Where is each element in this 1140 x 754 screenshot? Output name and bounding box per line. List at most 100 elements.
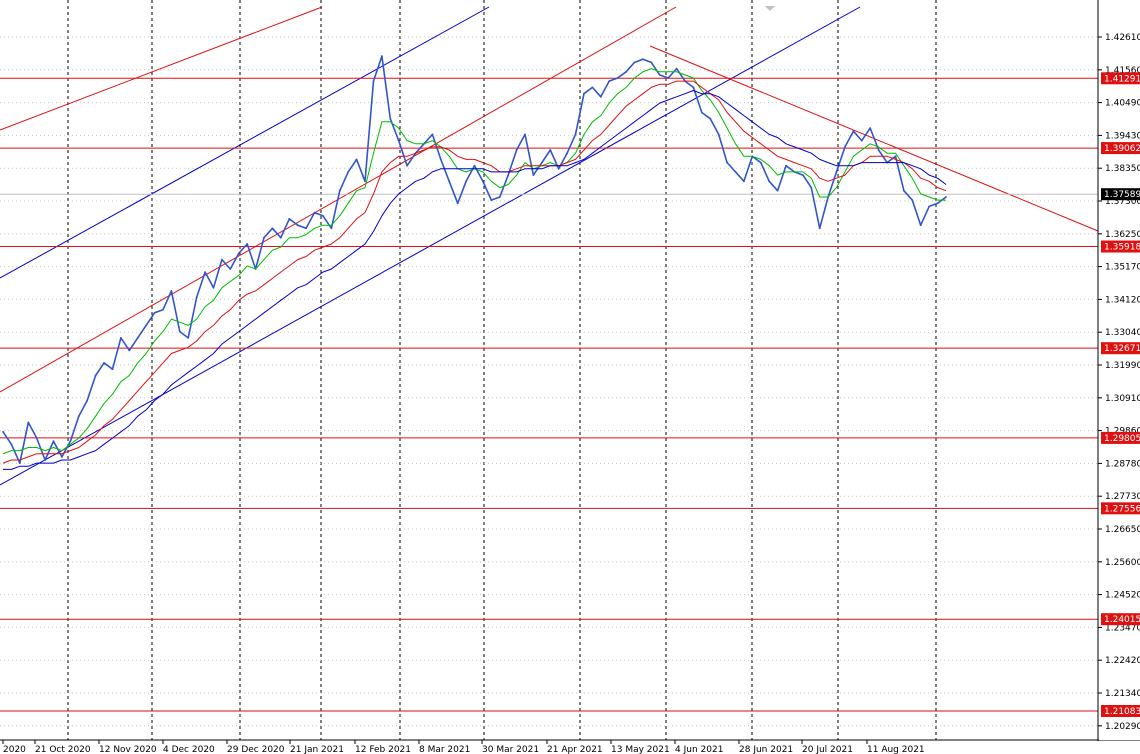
upper-red-channel-line	[0, 6, 323, 131]
date-tick-label: 29 Dec 2020	[227, 745, 285, 754]
date-tick-label: 13 May 2021	[611, 745, 670, 754]
price-tick-label: 1.22420	[1105, 656, 1140, 666]
price-point	[768, 180, 771, 183]
lower-blue-channel-line	[0, 6, 861, 486]
price-point	[498, 196, 501, 198]
price-point	[650, 61, 653, 64]
price-point	[178, 330, 181, 333]
price-point	[229, 268, 232, 270]
price-tick-label: 1.29860	[1105, 427, 1140, 437]
price-point	[566, 152, 568, 155]
price-tick-label: 1.37300	[1105, 197, 1140, 207]
price-point	[355, 158, 358, 161]
price-tick-label: 1.27730	[1105, 492, 1140, 502]
date-tick-label: 12 Feb 2021	[355, 745, 411, 754]
date-tick-label: 21 Apr 2021	[547, 745, 603, 754]
price-point	[541, 161, 543, 164]
level-price-tags: 1.41291 1.39062 1.35918 1.32671 1.29805 1.275…	[1101, 72, 1140, 718]
date-tick-label: 28 Jun 2021	[739, 745, 793, 754]
price-point	[658, 74, 661, 76]
price-point	[532, 174, 535, 177]
date-tick-label: 4 Dec 2020	[163, 745, 215, 754]
level-price-tag-box	[1101, 705, 1140, 718]
date-tick-label: 30 Mar 2021	[482, 745, 539, 754]
price-point	[389, 117, 392, 120]
price-tick-label: 1.24520	[1105, 591, 1140, 601]
price-point	[246, 243, 249, 245]
price-point	[465, 180, 467, 183]
price-point	[945, 196, 947, 198]
price-tick-label: 1.26650	[1105, 525, 1140, 535]
price-point	[456, 202, 459, 205]
price-point	[44, 459, 46, 461]
level-price-tag-box	[1101, 72, 1140, 85]
level-price-tag-label: 1.27556	[1104, 504, 1140, 514]
price-point	[616, 77, 619, 79]
chart-shift-marker-icon[interactable]	[765, 6, 775, 11]
moving-average-line	[2, 80, 947, 464]
price-point	[802, 174, 804, 177]
price-point	[515, 149, 518, 151]
moving-average-line	[3, 90, 947, 470]
time-axis-background	[0, 741, 1140, 754]
price-point	[633, 61, 636, 64]
price-point	[170, 290, 173, 292]
price-tick-label: 1.41560	[1105, 66, 1140, 76]
price-point	[145, 324, 148, 327]
price-point	[574, 133, 577, 136]
price-point	[743, 180, 745, 183]
price-point	[69, 440, 72, 443]
price-point	[709, 117, 712, 120]
price-point	[667, 77, 670, 79]
date-tick-label: 21 Jan 2021	[290, 745, 344, 754]
price-tick-label: 1.42610	[1105, 33, 1140, 43]
price-point	[482, 180, 484, 183]
price-tick-label: 1.21340	[1105, 689, 1140, 699]
price-point	[785, 164, 787, 167]
price-point	[700, 111, 703, 114]
price-point	[162, 308, 164, 311]
level-price-tag-box	[1101, 342, 1140, 355]
price-point	[860, 139, 863, 142]
price-point	[549, 149, 552, 151]
price-point	[103, 362, 105, 364]
price-point	[338, 189, 341, 192]
price-point	[77, 415, 80, 418]
price-point	[726, 161, 728, 164]
price-tick-label: 1.34120	[1105, 295, 1140, 305]
price-point	[608, 80, 611, 82]
price-tick-label: 1.35170	[1105, 263, 1140, 273]
upper-blue-channel-line	[0, 6, 490, 279]
price-point	[27, 421, 30, 424]
price-point	[187, 337, 190, 339]
price-tick-label: 1.28780	[1105, 459, 1140, 469]
price-point	[128, 349, 131, 352]
price-point	[61, 456, 63, 458]
level-price-tag-label: 1.29805	[1104, 434, 1140, 444]
level-price-tag-label: 1.35918	[1104, 243, 1140, 253]
price-point	[759, 161, 762, 164]
price-series	[2, 55, 947, 470]
price-point	[221, 258, 223, 261]
price-point	[263, 236, 265, 239]
price-tick-label: 1.31990	[1105, 361, 1140, 371]
horizontal-levels	[0, 77, 1098, 712]
price-tick-label: 1.30910	[1105, 394, 1140, 404]
price-tick-labels: 1.42610 1.41560 1.40490 1.39430 1.38350 1.373…	[1098, 33, 1140, 732]
price-tick-label: 1.36250	[1105, 230, 1140, 240]
current-price-tag-label: 1.37589	[1104, 190, 1140, 200]
price-point	[381, 55, 383, 57]
level-price-tag-label: 1.41291	[1104, 74, 1140, 84]
price-point	[473, 164, 476, 167]
price-point	[818, 227, 821, 230]
price-point	[18, 462, 21, 464]
price-point	[271, 227, 274, 230]
price-point	[911, 199, 914, 202]
price-point	[919, 224, 922, 227]
date-tick-labels: 2020 21 Oct 2020 12 Nov 2020 4 Dec 2020 29 D…	[2, 740, 925, 754]
price-point	[507, 174, 510, 177]
date-tick-label: 20 Jul 2021	[802, 745, 853, 754]
price-point	[305, 227, 307, 230]
price-point	[599, 95, 602, 98]
